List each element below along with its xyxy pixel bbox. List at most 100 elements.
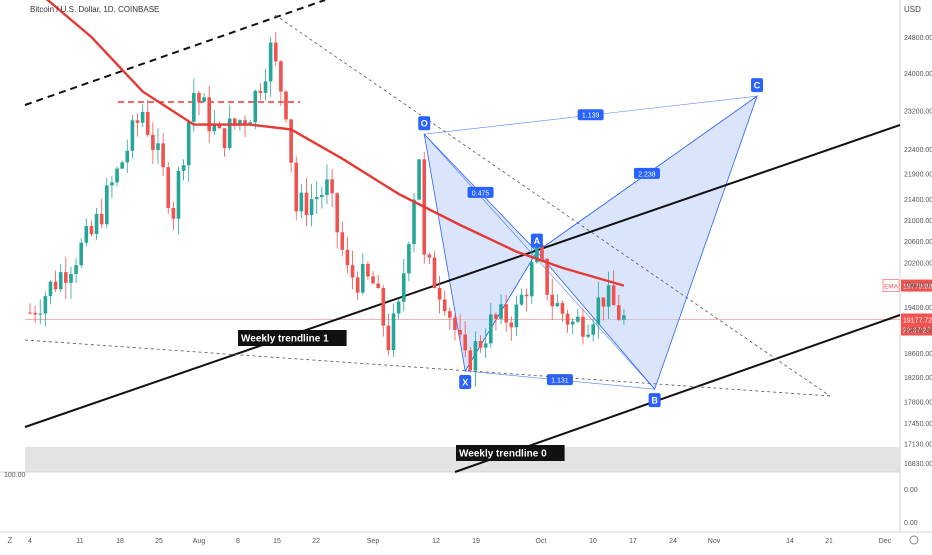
candle-body bbox=[432, 257, 437, 289]
candle bbox=[284, 90, 288, 123]
candle-body bbox=[233, 118, 237, 125]
candle-body bbox=[273, 42, 278, 62]
candle bbox=[586, 324, 590, 339]
countdown-text: 22:37:27 bbox=[903, 328, 930, 335]
price-tick-label: 23200.00 bbox=[904, 108, 932, 115]
candle bbox=[99, 198, 104, 229]
candle-body bbox=[550, 294, 555, 307]
time-tick-label: 4 bbox=[28, 538, 32, 545]
candle-body bbox=[105, 185, 109, 225]
candle bbox=[514, 295, 519, 336]
candle bbox=[94, 208, 99, 240]
candle bbox=[432, 251, 437, 289]
candle-body bbox=[84, 226, 89, 243]
candle bbox=[58, 264, 63, 293]
pattern-point-label: A bbox=[534, 236, 541, 246]
candle bbox=[427, 252, 432, 265]
candle bbox=[519, 288, 524, 306]
candle-body bbox=[263, 81, 268, 93]
candle-body bbox=[28, 312, 32, 314]
candle bbox=[294, 156, 299, 221]
candle-body bbox=[535, 245, 539, 263]
candle bbox=[489, 302, 493, 348]
candle bbox=[509, 316, 514, 341]
price-tick-label: 18600.00 bbox=[904, 351, 932, 358]
weekly-trendline-0-label-text: Weekly trendline 0 bbox=[459, 449, 547, 460]
candle-body bbox=[176, 170, 181, 219]
candle-body bbox=[140, 111, 145, 123]
candle-body bbox=[499, 304, 503, 319]
candle-body bbox=[43, 296, 48, 314]
candle bbox=[437, 276, 442, 314]
candle-body bbox=[576, 316, 580, 322]
candle-body bbox=[222, 128, 227, 149]
candle bbox=[376, 275, 380, 289]
candle-body bbox=[458, 329, 462, 335]
lower-dotted-line bbox=[24, 339, 831, 397]
ratio-label-box bbox=[577, 109, 604, 121]
candle bbox=[483, 328, 488, 358]
candle-body bbox=[161, 143, 165, 168]
candle-body bbox=[504, 304, 508, 323]
candle bbox=[314, 181, 319, 214]
candle bbox=[166, 161, 171, 214]
candle-body bbox=[366, 263, 370, 277]
candle bbox=[309, 184, 314, 227]
candle bbox=[212, 109, 217, 136]
candle-body bbox=[453, 317, 457, 330]
candle-body bbox=[381, 288, 386, 326]
candle-body bbox=[386, 325, 391, 351]
candle-body bbox=[166, 167, 171, 209]
price-tick-label: 16830.00 bbox=[904, 461, 932, 468]
candle bbox=[320, 186, 324, 209]
candle-body bbox=[171, 208, 176, 219]
candle-body bbox=[555, 303, 560, 307]
candle-body bbox=[279, 61, 283, 92]
pattern-point-label: B bbox=[651, 396, 658, 406]
candle-body bbox=[243, 120, 247, 124]
candle bbox=[140, 104, 145, 128]
ema-name-text: EMA bbox=[884, 284, 899, 291]
pattern-point-label: X bbox=[462, 377, 468, 387]
candle-body bbox=[371, 276, 375, 284]
candle-body bbox=[401, 273, 406, 302]
candle bbox=[545, 257, 549, 301]
candle-body bbox=[586, 334, 590, 337]
candle-body bbox=[489, 314, 493, 344]
harmonic-pattern[interactable]: 1.139 0.475 2.238 1.131 bbox=[423, 95, 758, 390]
candle bbox=[253, 89, 258, 129]
ema-name-box bbox=[882, 279, 900, 292]
time-tick-label: 18 bbox=[116, 538, 124, 545]
candle bbox=[289, 118, 293, 173]
zoom-icon: Z bbox=[8, 536, 13, 545]
candle bbox=[227, 104, 232, 151]
candle-body bbox=[115, 168, 119, 183]
time-tick-label: Dec bbox=[879, 538, 892, 545]
candle-body bbox=[74, 265, 78, 274]
ratio-label: 0.475 bbox=[467, 186, 494, 198]
price-tick-label: 19400.00 bbox=[904, 305, 932, 312]
candle-body bbox=[299, 192, 304, 212]
candle bbox=[371, 271, 375, 284]
pattern-point-c: C bbox=[751, 78, 764, 93]
candles[interactable] bbox=[28, 32, 626, 387]
candle bbox=[555, 294, 560, 308]
price-tick-label: 20200.00 bbox=[904, 260, 932, 267]
pattern-point-a: A bbox=[530, 233, 543, 248]
candle bbox=[279, 60, 283, 107]
time-tick-label: 11 bbox=[76, 538, 83, 545]
candle-body bbox=[622, 315, 626, 320]
candle bbox=[386, 313, 391, 356]
candle bbox=[64, 256, 68, 299]
candle-body bbox=[355, 277, 360, 293]
candle-body bbox=[48, 281, 53, 297]
candle bbox=[576, 308, 580, 324]
candle bbox=[79, 238, 83, 268]
annotations[interactable]: X O A B C Weekly trendline 1 Weekly trendline … bbox=[238, 78, 932, 461]
candle-body bbox=[130, 120, 135, 151]
candle bbox=[207, 85, 211, 143]
price-tick-label: 21900.00 bbox=[904, 172, 932, 179]
candle bbox=[130, 114, 135, 159]
